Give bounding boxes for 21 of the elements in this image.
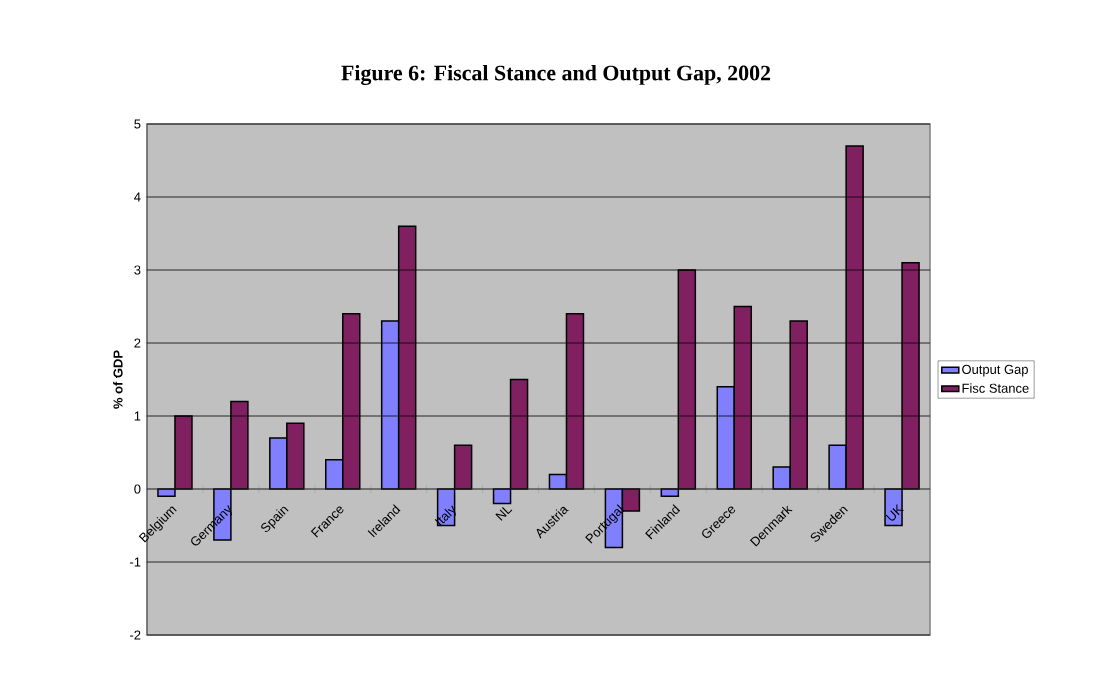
bar: [677, 269, 697, 490]
y-tick-label: 4: [134, 192, 141, 202]
legend-label: Fisc Stance: [962, 383, 1029, 393]
y-axis-title: % of GDP: [113, 350, 123, 409]
y-tick-label: 5: [134, 119, 141, 129]
y-tick-label: 3: [134, 265, 141, 275]
bar: [509, 378, 529, 490]
chart-title: Figure 6: Fiscal Stance and Output Gap, 2002: [341, 64, 771, 86]
y-tick-label: 0: [134, 484, 141, 494]
legend-label: Output Gap: [962, 364, 1028, 377]
bar: [901, 261, 920, 490]
y-tick-label: -1: [130, 557, 141, 567]
x-tick-label: NL: [495, 507, 513, 521]
x-tick-label: UK: [885, 504, 905, 521]
bar: [884, 488, 903, 527]
y-tick-label: 1: [134, 411, 141, 421]
y-tick-label: 2: [134, 338, 141, 348]
bar: [453, 444, 473, 490]
bar: [230, 400, 249, 490]
bar: [174, 415, 193, 490]
y-tick-label: -2: [130, 630, 141, 640]
